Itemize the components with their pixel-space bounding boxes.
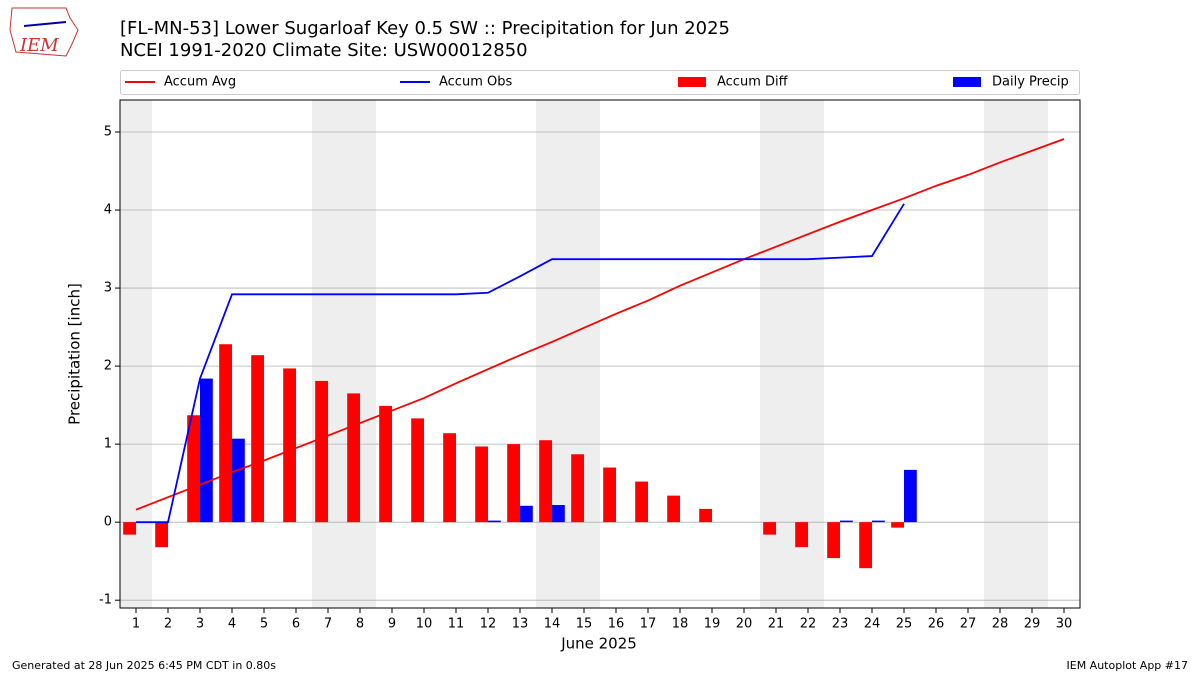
line <box>136 203 905 524</box>
y-tick-label: 1 <box>104 437 112 452</box>
x-tick-label: 10 <box>416 617 433 632</box>
bar <box>699 508 712 523</box>
bar <box>232 438 245 523</box>
y-axis-label: Precipitation [inch] <box>66 283 84 425</box>
bar <box>635 481 648 523</box>
y-tick-label: 0 <box>104 515 112 530</box>
legend-label: Accum Obs <box>439 75 512 90</box>
x-tick-label: 15 <box>576 617 593 632</box>
bar <box>283 368 296 523</box>
bar <box>552 504 565 523</box>
y-tick-label: 5 <box>104 124 112 139</box>
x-tick-label: 18 <box>672 617 689 632</box>
bar <box>859 522 872 569</box>
bar <box>347 393 360 523</box>
x-tick-label: 25 <box>896 617 913 632</box>
bar <box>251 355 264 523</box>
x-tick-label: 14 <box>544 617 561 632</box>
bar <box>795 522 808 548</box>
footer-right: IEM Autoplot App #17 <box>1067 659 1189 672</box>
bar <box>488 520 501 523</box>
x-tick-label: 13 <box>512 617 529 632</box>
x-tick-label: 30 <box>1056 617 1073 632</box>
bar <box>827 522 840 559</box>
legend-swatch <box>678 77 706 87</box>
bar <box>443 433 456 523</box>
weekend-shade <box>312 100 376 608</box>
x-tick-label: 8 <box>356 617 364 632</box>
logo-text: IEM <box>19 35 59 56</box>
bar <box>872 520 885 523</box>
bar <box>155 522 168 548</box>
legend-label: Accum Diff <box>717 75 789 90</box>
legend-swatch <box>953 77 981 87</box>
bar <box>507 444 520 523</box>
legend-label: Accum Avg <box>164 75 236 90</box>
line <box>135 138 1065 511</box>
x-tick-label: 9 <box>388 617 396 632</box>
legend-box <box>120 70 1080 95</box>
x-tick-label: 11 <box>448 617 465 632</box>
x-tick-label: 1 <box>132 617 140 632</box>
weekend-shade <box>984 100 1048 608</box>
x-tick-label: 5 <box>260 617 268 632</box>
logo-line <box>23 21 67 27</box>
bar <box>315 380 328 523</box>
y-tick-label: 4 <box>104 203 112 218</box>
x-tick-label: 16 <box>608 617 625 632</box>
x-tick-label: 7 <box>324 617 332 632</box>
bar <box>539 440 552 523</box>
x-tick-label: 26 <box>928 617 945 632</box>
weekend-shade <box>536 100 600 608</box>
bar <box>603 467 616 523</box>
x-axis-label: June 2025 <box>560 635 637 653</box>
x-tick-label: 29 <box>1024 617 1041 632</box>
x-tick-label: 19 <box>704 617 721 632</box>
bar <box>200 378 213 523</box>
chart-subtitle: NCEI 1991-2020 Climate Site: USW00012850 <box>120 40 528 61</box>
x-tick-label: 4 <box>228 617 236 632</box>
x-tick-label: 27 <box>960 617 977 632</box>
bar <box>379 405 392 523</box>
plot-frame <box>119 99 1081 609</box>
x-tick-label: 17 <box>640 617 657 632</box>
bar <box>411 418 424 523</box>
x-tick-label: 6 <box>292 617 300 632</box>
bar <box>219 344 232 523</box>
bar <box>123 522 136 535</box>
footer-left: Generated at 28 Jun 2025 6:45 PM CDT in … <box>12 659 276 672</box>
logo: IEM <box>9 7 79 57</box>
x-tick-label: 21 <box>768 617 785 632</box>
x-tick-label: 24 <box>864 617 881 632</box>
bar <box>520 505 533 523</box>
x-tick-label: 3 <box>196 617 204 632</box>
legend-label: Daily Precip <box>992 75 1069 90</box>
bar <box>840 520 853 523</box>
y-tick-label: 2 <box>104 359 112 374</box>
bar <box>904 469 917 523</box>
bar <box>187 415 200 523</box>
bar <box>475 446 488 523</box>
chart-title: [FL-MN-53] Lower Sugarloaf Key 0.5 SW ::… <box>120 18 730 39</box>
bar <box>571 454 584 523</box>
logo-outline <box>9 7 79 57</box>
bar <box>763 522 776 535</box>
x-tick-label: 23 <box>832 617 849 632</box>
x-tick-label: 28 <box>992 617 1009 632</box>
x-tick-label: 22 <box>800 617 817 632</box>
y-tick-label: -1 <box>99 593 112 608</box>
y-tick-label: 3 <box>104 281 112 296</box>
x-tick-label: 20 <box>736 617 753 632</box>
bar <box>667 495 680 523</box>
x-tick-label: 2 <box>164 617 172 632</box>
bar <box>891 522 904 528</box>
x-tick-label: 12 <box>480 617 497 632</box>
